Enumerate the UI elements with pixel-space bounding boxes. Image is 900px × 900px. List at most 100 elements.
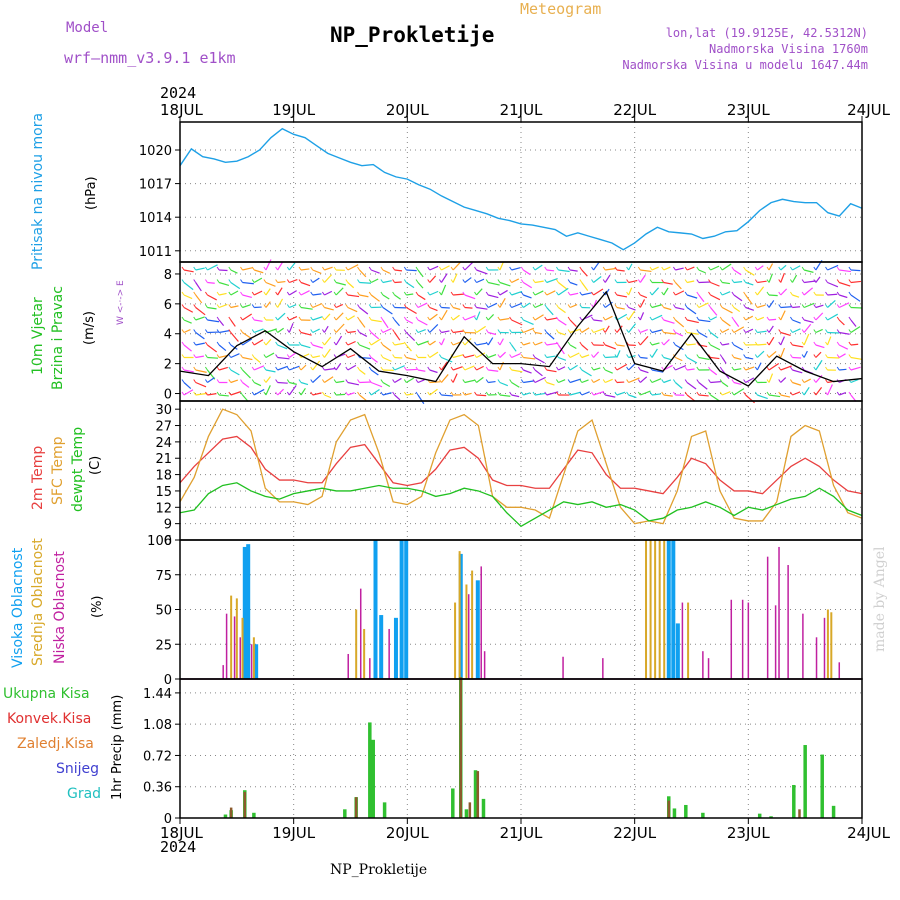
wind-barb <box>242 267 253 271</box>
wind-barb-flag <box>380 329 384 333</box>
wind-barb-flag <box>637 329 641 333</box>
wind-barb <box>452 306 461 311</box>
wind-barb-flag <box>579 291 583 296</box>
wind-barb <box>569 292 579 296</box>
wind-barb-flag <box>684 391 688 396</box>
wind-barb <box>429 369 438 374</box>
wind-barb <box>651 348 658 358</box>
precip-total-bar <box>371 739 375 818</box>
wind-barb <box>417 379 425 384</box>
wind-barb <box>394 356 403 359</box>
wind-barb <box>803 287 814 296</box>
wind-barb <box>300 268 310 271</box>
precip-conv-bar <box>459 677 463 818</box>
wind-barb-flag <box>462 316 466 321</box>
wind-barb <box>488 331 497 336</box>
wind-barb-flag <box>310 304 314 308</box>
temp-ytick-label: 12 <box>155 501 172 516</box>
wind-barb-flag <box>333 304 337 308</box>
wind-barb-flag <box>719 341 723 346</box>
day-label-bottom: 20JUL <box>386 824 429 842</box>
mid-cloud-bar <box>658 540 661 679</box>
wind-barb-flag <box>649 279 653 283</box>
wind-barb <box>757 280 767 284</box>
wind-barb-flag <box>345 279 349 283</box>
wind-barb-flag <box>766 279 770 283</box>
wind-barb <box>745 366 755 371</box>
wind-barb-flag <box>380 366 384 371</box>
wind-barb-flag <box>672 391 676 396</box>
wind-barb-flag <box>602 316 606 321</box>
wind-barb-flag <box>801 329 805 333</box>
wind-barb-flag <box>672 366 676 371</box>
wind-barb-flag <box>743 366 747 371</box>
wind-barb-flag <box>403 379 407 383</box>
wind-barb <box>359 294 369 298</box>
marks-layer <box>179 127 863 818</box>
wind-barb <box>780 336 785 346</box>
wind-barb-flag <box>321 354 325 358</box>
wind-barb <box>558 269 570 273</box>
wind-barb-flag <box>333 341 337 346</box>
wind-barb-flag <box>836 279 840 283</box>
wind-barb <box>359 319 366 328</box>
wind-barb <box>335 281 346 286</box>
wind-barb <box>382 344 392 352</box>
wind-barb <box>370 388 380 396</box>
wind-barb-flag <box>661 379 665 383</box>
wind-barb <box>476 342 487 346</box>
high-cloud-bar <box>246 544 251 679</box>
wind-barb-flag <box>602 329 606 333</box>
wind-barb-flag <box>731 316 735 321</box>
wind-barb <box>347 306 358 313</box>
wind-barb <box>780 331 791 337</box>
wind-barb <box>558 379 566 384</box>
wind-barb <box>347 264 359 271</box>
wind-barb-flag <box>579 329 583 333</box>
wind-barb <box>452 373 458 383</box>
wind-barb-flag <box>778 354 782 358</box>
day-label-bottom: 18JUL <box>160 824 203 842</box>
temp-ytick-label: 15 <box>155 485 172 500</box>
wind-barb-flag <box>696 266 700 271</box>
wind-barb-flag <box>474 391 477 396</box>
wind-barb-flag <box>778 379 782 383</box>
wind-barb <box>347 282 355 289</box>
wind-barb-flag <box>649 329 653 333</box>
wind-barb <box>604 378 613 384</box>
wind-barb-flag <box>743 279 747 283</box>
wind-barb-flag <box>813 354 817 358</box>
wind-barb <box>768 363 780 371</box>
wind-barb-flag <box>696 341 700 346</box>
wind-barb <box>394 281 402 284</box>
low-cloud-bar <box>815 637 818 679</box>
wind-barb <box>546 269 555 272</box>
wind-barb-flag <box>813 279 817 283</box>
wind-barb <box>324 290 333 296</box>
wind-barb <box>487 354 497 359</box>
wind-barb-flag <box>380 279 384 283</box>
wind-barb <box>277 381 288 384</box>
wind-barb <box>569 281 578 286</box>
wind-barb <box>370 332 380 340</box>
wind-barb <box>850 356 862 360</box>
wind-barb <box>534 303 544 309</box>
wind-barb <box>253 365 265 371</box>
wind-barb <box>628 310 636 321</box>
wind-barb <box>546 307 554 316</box>
wind-barb <box>207 319 220 323</box>
wind-barb-flag <box>438 316 442 321</box>
wind-barb <box>593 367 601 371</box>
wind-barb <box>195 355 204 359</box>
wind-barb-flag <box>544 329 548 333</box>
wind-barb <box>242 281 254 285</box>
wind-barb-flag <box>204 391 208 396</box>
wind-barb-flag <box>263 266 267 271</box>
wind-barb-flag <box>614 279 618 283</box>
wind-barb-flag <box>567 379 571 383</box>
wind-barb <box>792 294 800 298</box>
wind-barb <box>616 294 628 298</box>
wind-barb <box>324 367 336 371</box>
wind-barb <box>230 319 236 327</box>
wind-barb <box>593 327 605 334</box>
